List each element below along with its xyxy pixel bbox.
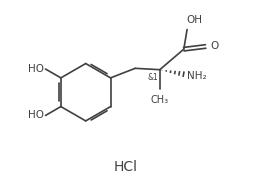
Text: CH₃: CH₃ (151, 95, 169, 105)
Text: HO: HO (28, 110, 44, 120)
Text: HO: HO (28, 64, 44, 74)
Text: OH: OH (187, 15, 203, 25)
Text: NH₂: NH₂ (187, 71, 207, 81)
Text: HCl: HCl (113, 160, 137, 174)
Text: O: O (210, 41, 219, 51)
Text: &1: &1 (148, 73, 158, 82)
